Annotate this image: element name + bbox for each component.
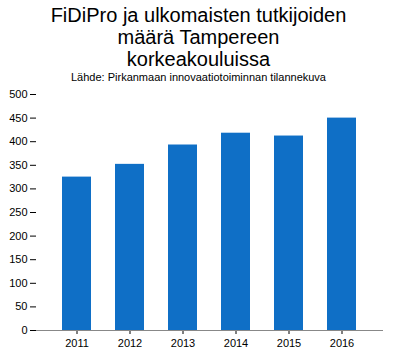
svg-text:2016: 2016 [330, 337, 354, 349]
svg-text:2013: 2013 [171, 337, 195, 349]
svg-text:150: 150 [9, 253, 27, 265]
svg-text:450: 450 [9, 112, 27, 124]
svg-text:400: 400 [9, 135, 27, 147]
svg-text:0: 0 [21, 324, 27, 336]
svg-text:500: 500 [9, 88, 27, 100]
svg-text:300: 300 [9, 182, 27, 194]
svg-text:2011: 2011 [65, 337, 89, 349]
html-text:Lähde: Pirkanmaan innovaatioto: Lähde: Pirkanmaan innovaatiotoiminnan ti… [71, 71, 326, 83]
svg-text:250: 250 [9, 206, 27, 218]
svg-text:50: 50 [15, 300, 27, 312]
html-text:FiDiPro ja ulkomaisten tutkijo: FiDiPro ja ulkomaisten tutkijoiden määrä… [50, 4, 347, 70]
svg-text:100: 100 [9, 277, 27, 289]
svg-text:200: 200 [9, 230, 27, 242]
svg-text:2014: 2014 [224, 337, 248, 349]
svg-text:2015: 2015 [277, 337, 301, 349]
svg-text:350: 350 [9, 159, 27, 171]
svg-text:2012: 2012 [118, 337, 142, 349]
